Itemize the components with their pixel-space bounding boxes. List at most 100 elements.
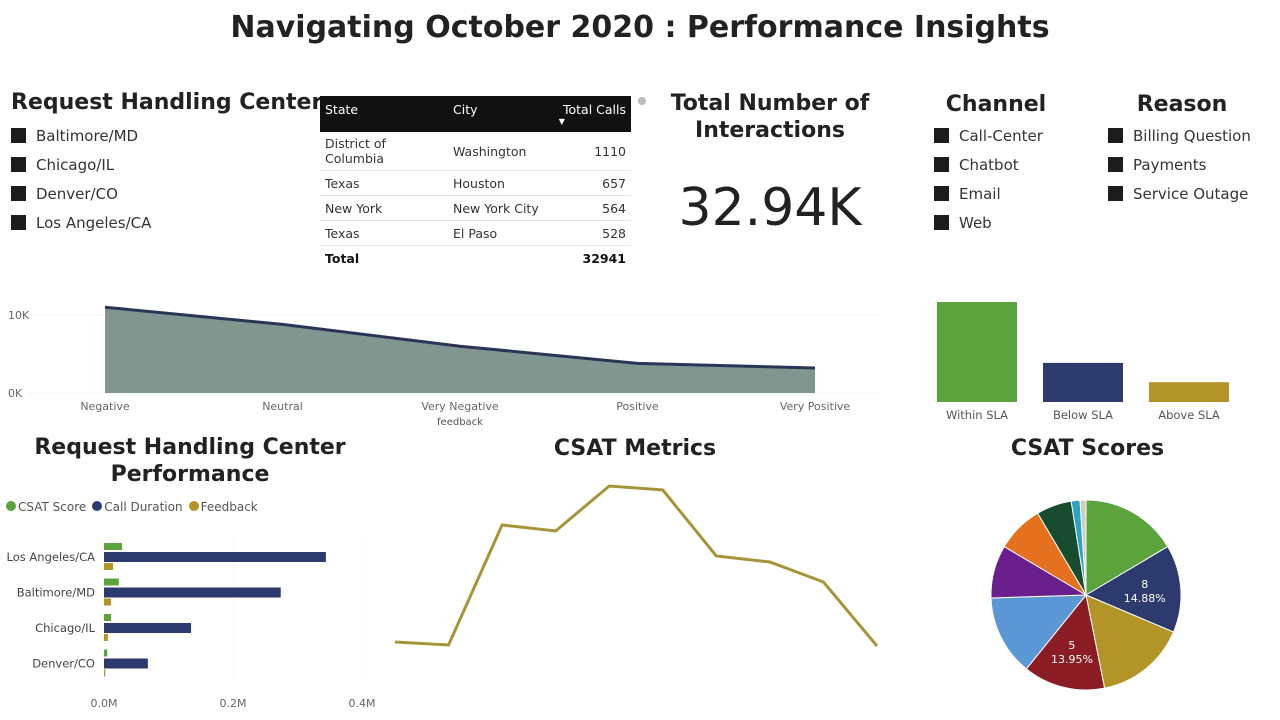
slicer-item[interactable]: Web: [934, 208, 1058, 237]
bar: [104, 623, 192, 633]
col-total-calls[interactable]: Total Calls ▼: [551, 96, 631, 132]
slicer-item[interactable]: Baltimore/MD: [11, 121, 335, 150]
checkbox-icon[interactable]: [11, 157, 26, 172]
bar: [104, 578, 119, 586]
reason-heading: Reason: [1136, 92, 1228, 117]
slicer-item[interactable]: Los Angeles/CA: [11, 208, 335, 237]
pie-slice: [1085, 594, 1175, 689]
slicer-item[interactable]: Call-Center: [934, 121, 1058, 150]
calls-table: State City Total Calls ▼ District of Colu…: [320, 96, 631, 271]
checkbox-icon[interactable]: [1108, 186, 1123, 201]
area-fill: [105, 307, 815, 393]
y-tick-label: Denver/CO: [32, 657, 95, 671]
bar: [104, 598, 112, 606]
slicer-label: Call-Center: [959, 126, 1043, 145]
slice-label: 5: [1068, 639, 1075, 652]
checkbox-icon[interactable]: [934, 128, 949, 143]
bar: [104, 658, 148, 669]
checkbox-icon[interactable]: [11, 186, 26, 201]
sla-bar-chart: Within SLA Below SLA Above SLA: [937, 302, 1229, 422]
y-tick-label: Los Angeles/CA: [7, 550, 96, 564]
slicer-item[interactable]: Billing Question: [1108, 121, 1256, 150]
slicer-label: Baltimore/MD: [36, 126, 139, 145]
bar: [937, 302, 1017, 402]
y-tick-label: 0K: [8, 387, 23, 400]
bar: [104, 563, 114, 570]
slicer-item[interactable]: Email: [934, 179, 1058, 208]
csat-metrics-chart: [394, 484, 879, 647]
checkbox-icon[interactable]: [1108, 157, 1123, 172]
slicer-label: Billing Question: [1133, 126, 1251, 145]
scroll-indicator[interactable]: [638, 97, 646, 105]
page-title: Navigating October 2020 : Performance In…: [230, 10, 1050, 45]
col-state[interactable]: State: [320, 96, 448, 132]
x-tick-label: Very Positive: [780, 400, 851, 413]
y-tick-label: 10K: [8, 309, 30, 322]
pie-slice: [1085, 499, 1169, 596]
slicer-label: Denver/CO: [36, 184, 118, 203]
pie-slice: [1025, 593, 1106, 690]
slicer-item[interactable]: Chatbot: [934, 150, 1058, 179]
bar: [104, 543, 123, 550]
x-tick-label: Negative: [80, 400, 130, 413]
cell: 32941: [551, 245, 631, 271]
channel-slicer: Channel Call-Center Chatbot Email Web: [934, 92, 1058, 237]
csat-line: [394, 484, 879, 647]
x-axis-label: feedback: [437, 417, 483, 428]
slice-label: 8: [1141, 578, 1148, 591]
checkbox-icon[interactable]: [934, 186, 949, 201]
slice-percent: 14.88%: [1124, 592, 1166, 605]
bar: [1149, 382, 1229, 402]
channel-heading: Channel: [945, 92, 1047, 117]
col-city[interactable]: City: [448, 96, 552, 132]
bar: [1043, 362, 1123, 402]
x-tick-label: Very Negative: [421, 400, 499, 413]
checkbox-icon[interactable]: [11, 128, 26, 143]
legend-item[interactable]: CSAT Score: [6, 500, 86, 514]
reason-slicer: Reason Billing Question Payments Service…: [1108, 92, 1256, 208]
chart-legend: CSAT Score Call Duration Feedback: [6, 500, 258, 514]
csat-scores-title: CSAT Scores: [1010, 436, 1165, 461]
slicer-label: Chatbot: [959, 155, 1019, 174]
bar: [104, 669, 106, 677]
y-tick-label: Baltimore/MD: [17, 586, 95, 600]
pie-slice: [1079, 499, 1087, 596]
sort-desc-icon: ▼: [558, 117, 565, 126]
center-performance-chart: 0.0M 0.2M 0.4M Los Angeles/CA Baltimore/MD Ch…: [7, 535, 376, 710]
slicer-item[interactable]: Denver/CO: [11, 179, 335, 208]
cell: 657: [551, 170, 631, 196]
slicer-item[interactable]: Chicago/IL: [11, 150, 335, 179]
bar: [104, 614, 112, 621]
x-tick-label: 0.4M: [349, 697, 376, 710]
x-tick-label: Below SLA: [1053, 408, 1113, 422]
slicer-item[interactable]: Service Outage: [1108, 179, 1256, 208]
legend-item[interactable]: Call Duration: [92, 500, 183, 514]
csat-scores-pie: 814.88% 513.95%: [990, 499, 1182, 690]
area-line: [104, 305, 816, 370]
x-tick-label: Positive: [616, 400, 659, 413]
cell: District of Columbia: [320, 132, 448, 171]
csat-metrics-title: CSAT Metrics: [553, 436, 717, 461]
slicer-item[interactable]: Payments: [1108, 150, 1256, 179]
cell: Houston: [448, 170, 552, 196]
checkbox-icon[interactable]: [934, 157, 949, 172]
bar: [104, 634, 108, 641]
slice-percent: 13.95%: [1051, 653, 1093, 666]
checkbox-icon[interactable]: [11, 215, 26, 230]
cell: 1110: [551, 132, 631, 171]
slicer-label: Los Angeles/CA: [36, 213, 152, 232]
slicer-label: Email: [959, 184, 1001, 203]
x-tick-label: 0.0M: [91, 697, 118, 710]
kpi-value: 32.94K: [678, 178, 862, 238]
checkbox-icon[interactable]: [934, 215, 949, 230]
slicer-label: Payments: [1133, 155, 1207, 174]
table-row: Texas Houston 657: [320, 170, 631, 196]
centers-slicer: Request Handling Centers Baltimore/MD Ch…: [11, 90, 335, 237]
slicer-label: Service Outage: [1133, 184, 1249, 203]
cell: 564: [551, 195, 631, 221]
cell: Washington: [448, 132, 552, 171]
legend-item[interactable]: Feedback: [188, 500, 258, 514]
cell: El Paso: [448, 220, 552, 246]
checkbox-icon[interactable]: [1108, 128, 1123, 143]
slicer-label: Web: [959, 213, 992, 232]
